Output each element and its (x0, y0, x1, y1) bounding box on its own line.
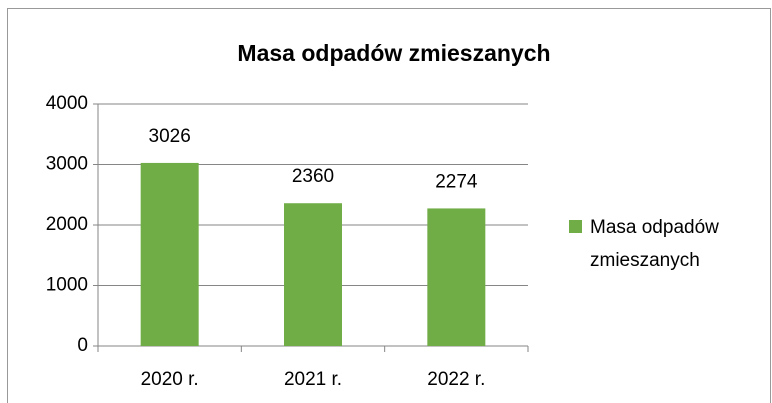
x-tick-label: 2021 r. (284, 369, 342, 390)
data-label: 3026 (149, 126, 191, 147)
y-tick-label: 4000 (46, 93, 88, 114)
chart-title: Masa odpadów zmieszanych (237, 40, 550, 66)
chart-border (7, 8, 771, 403)
x-tick-label: 2022 r. (427, 369, 485, 390)
data-label: 2360 (292, 166, 334, 187)
x-tick-label: 2020 r. (141, 369, 199, 390)
bar (140, 162, 199, 346)
y-tick-label: 0 (77, 335, 88, 356)
legend-swatch (569, 220, 582, 233)
y-tick-label: 3000 (46, 154, 88, 175)
y-tick-label: 2000 (46, 214, 88, 235)
data-label: 2274 (435, 171, 478, 192)
y-tick-label: 1000 (46, 275, 88, 296)
bar (427, 208, 486, 346)
legend-label: Masa odpadów zmieszanych (590, 217, 719, 271)
bar (284, 203, 342, 346)
